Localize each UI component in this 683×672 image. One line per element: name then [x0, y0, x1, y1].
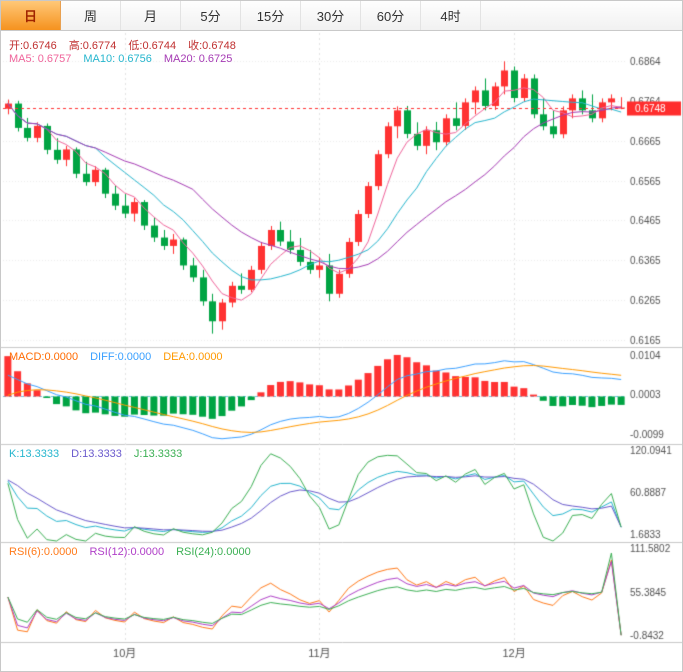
low-readout: 低:0.6744 — [128, 40, 177, 52]
ma10-readout: MA10: 0.6756 — [83, 53, 152, 65]
d-value-readout: D:13.3333 — [71, 448, 122, 460]
rsi24-value-readout: RSI(24):0.0000 — [176, 546, 251, 558]
tab-30min[interactable]: 30分 — [301, 1, 361, 30]
tab-week[interactable]: 周 — [61, 1, 121, 30]
rsi-readout: RSI(6):0.0000 RSI(12):0.0000 RSI(24):0.0… — [9, 546, 251, 558]
kdj-readout: K:13.3333 D:13.3333 J:13.3333 — [9, 448, 182, 460]
ma20-readout: MA20: 0.6725 — [163, 53, 233, 65]
diff-value-readout: DIFF:0.0000 — [90, 351, 152, 363]
macd-readout: MACD:0.0000 DIFF:0.0000 DEA:0.0000 — [9, 351, 223, 363]
timeframe-toolbar: 日 周 月 5分 15分 30分 60分 4时 — [1, 1, 682, 31]
tab-60min[interactable]: 60分 — [361, 1, 421, 30]
open-readout: 开:0.6746 — [9, 40, 57, 52]
macd-value-readout: MACD:0.0000 — [9, 351, 79, 363]
close-readout: 收:0.6748 — [188, 40, 236, 52]
ohlc-readout: 开:0.6746 高:0.6774 低:0.6744 收:0.6748 — [9, 37, 236, 53]
tab-4hour[interactable]: 4时 — [421, 1, 481, 30]
tab-15min[interactable]: 15分 — [241, 1, 301, 30]
tab-month[interactable]: 月 — [121, 1, 181, 30]
candlestick-chart-canvas[interactable] — [1, 31, 682, 671]
ma-readout: MA5: 0.6757 MA10: 0.6756 MA20: 0.6725 — [9, 53, 232, 65]
high-readout: 高:0.6774 — [68, 40, 117, 52]
tab-5min[interactable]: 5分 — [181, 1, 241, 30]
j-value-readout: J:13.3333 — [133, 448, 183, 460]
rsi6-value-readout: RSI(6):0.0000 — [9, 546, 78, 558]
k-value-readout: K:13.3333 — [9, 448, 60, 460]
tab-day[interactable]: 日 — [1, 1, 61, 30]
dea-value-readout: DEA:0.0000 — [163, 351, 223, 363]
rsi12-value-readout: RSI(12):0.0000 — [89, 546, 165, 558]
ma5-readout: MA5: 0.6757 — [9, 53, 72, 65]
